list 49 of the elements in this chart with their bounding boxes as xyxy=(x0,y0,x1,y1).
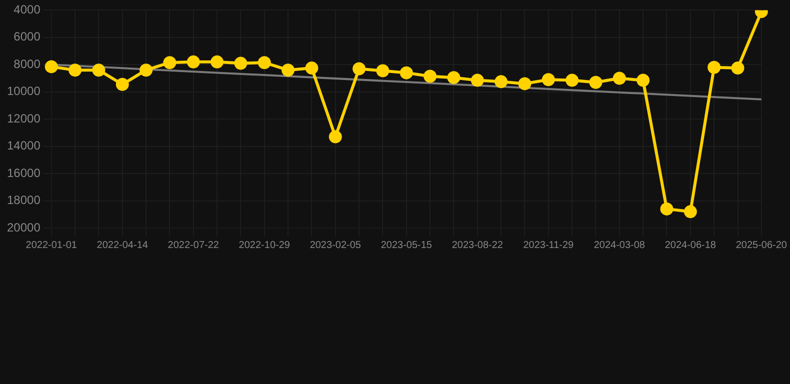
point xyxy=(186,55,200,68)
point xyxy=(542,73,555,86)
point xyxy=(708,60,721,74)
point xyxy=(494,75,508,88)
x-tick-label: 2022-10-29 xyxy=(238,240,290,251)
point xyxy=(566,74,579,87)
point xyxy=(92,64,106,77)
y-tick-label: 18000 xyxy=(6,193,41,208)
x-tick-label: 2025-06-20 xyxy=(736,240,788,251)
point xyxy=(163,56,176,70)
x-tick-label: 2023-05-15 xyxy=(380,240,432,251)
point xyxy=(210,55,224,68)
point xyxy=(470,74,484,87)
x-tick-label: 2023-02-05 xyxy=(310,240,362,251)
y-tick-label: 10000 xyxy=(6,84,41,98)
point xyxy=(660,202,674,216)
point xyxy=(116,78,129,91)
point xyxy=(731,62,744,75)
point xyxy=(376,64,390,78)
point xyxy=(424,70,437,83)
y-tick-label: 8000 xyxy=(14,56,41,71)
x-tick-label: 2024-03-08 xyxy=(594,240,646,251)
point xyxy=(400,66,413,80)
x-tick-label: 2022-01-01 xyxy=(26,240,78,251)
point xyxy=(258,56,271,70)
y-tick-label: 14000 xyxy=(6,138,41,153)
point xyxy=(140,64,153,77)
y-tick-label: 20000 xyxy=(6,220,41,234)
y-tick-label: 12000 xyxy=(6,111,41,126)
point xyxy=(447,71,460,84)
point xyxy=(68,64,82,77)
y-tick-label: 6000 xyxy=(14,30,41,44)
point xyxy=(636,74,650,87)
point xyxy=(518,77,532,90)
point xyxy=(612,72,626,85)
x-tick-label: 2023-11-29 xyxy=(523,240,574,251)
point xyxy=(282,64,295,77)
x-tick-label: 2022-07-22 xyxy=(168,240,220,251)
point xyxy=(328,130,342,144)
point xyxy=(352,62,366,76)
y-tick-label: 4000 xyxy=(14,2,41,17)
x-tick-label: 2022-04-14 xyxy=(96,240,148,251)
x-tick-label: 2023-08-22 xyxy=(452,240,504,251)
point xyxy=(684,205,697,218)
x-tick-label: 2024-06-18 xyxy=(664,240,716,251)
point xyxy=(305,62,318,75)
point xyxy=(589,76,602,89)
point xyxy=(234,56,248,70)
y-tick-label: 16000 xyxy=(6,166,41,180)
